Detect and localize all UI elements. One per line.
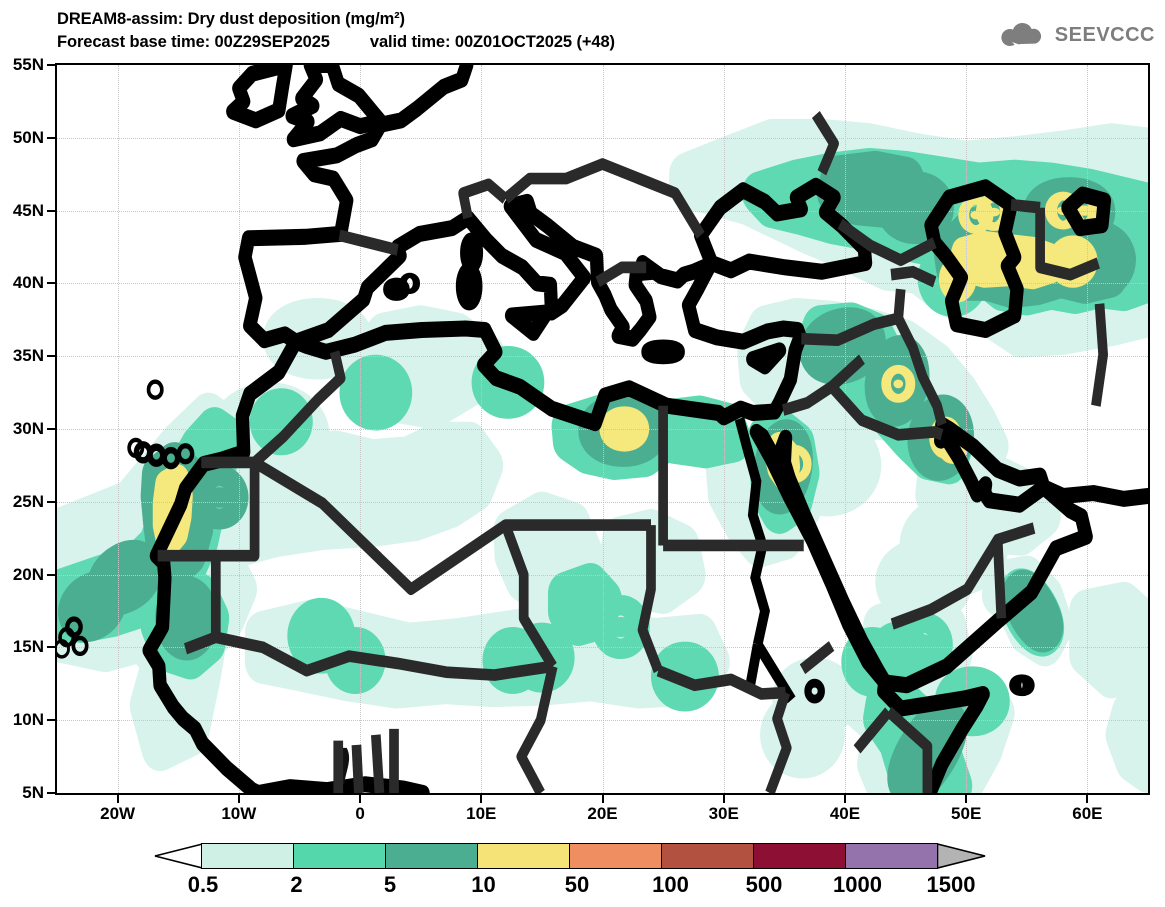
colorbar-segment-5 (569, 843, 663, 869)
lat-label-25N: 25N (12, 491, 44, 511)
lat-tick-35N (47, 355, 55, 358)
lon-label-20W: 20W (100, 804, 136, 823)
lat-label-15N: 15N (12, 637, 44, 657)
lon-label-40E: 40E (829, 804, 861, 823)
colorbar-label-0.5: 0.5 (187, 872, 219, 897)
lat-tick-50N (47, 136, 55, 139)
lon-label-10E: 10E (466, 804, 497, 823)
lat-tick-25N (47, 500, 55, 503)
lon-tick-30E (722, 795, 725, 803)
lon-tick-20W (116, 795, 119, 803)
colorbar-label-50: 50 (564, 872, 590, 897)
map-frame (55, 63, 1150, 795)
gridline-lon-20E (602, 65, 604, 793)
gridline-lon-60E (1087, 65, 1089, 793)
gridline-lon-20W (117, 65, 119, 793)
forecast-base-time-text: Forecast base time: 00Z29SEP2025 (57, 33, 330, 51)
lon-label-20E: 20E (587, 804, 618, 823)
lon-label-10W: 10W (221, 804, 257, 823)
lat-tick-5N (47, 792, 55, 794)
colorbar-segment-6 (660, 843, 755, 869)
colorbar-label-5: 5 (383, 872, 397, 897)
gridline-lon-30E (723, 65, 725, 793)
colorbar-segment-7 (752, 843, 847, 869)
lat-tick-20N (47, 573, 55, 576)
lon-tick-10E (480, 795, 483, 803)
colorbar (153, 843, 987, 869)
gridline-lon-10W (238, 65, 240, 793)
lat-tick-15N (47, 646, 55, 649)
lat-label-55N: 55N (12, 55, 44, 74)
lon-tick-50E (965, 795, 968, 803)
lat-label-40N: 40N (12, 273, 44, 293)
colorbar-segment-2 (293, 843, 387, 869)
gridline-lon-10E (481, 65, 483, 793)
lat-label-35N: 35N (12, 346, 44, 366)
colorbar-segment-1 (201, 843, 295, 869)
colorbar-below-arrow (154, 843, 203, 869)
colorbar-segment-3 (385, 843, 479, 869)
lon-tick-40E (843, 795, 846, 803)
gridline-lon-0 (360, 65, 362, 793)
lat-tick-45N (47, 209, 55, 212)
lat-label-50N: 50N (12, 127, 44, 147)
lon-tick-0 (359, 795, 362, 803)
colorbar-label-500: 500 (745, 872, 783, 897)
graticule-grid (57, 65, 1148, 793)
colorbar-above-arrow (936, 843, 985, 869)
figure-subtitle: Forecast base time: 00Z29SEP2025 valid t… (57, 31, 615, 54)
gridline-lon-40E (844, 65, 846, 793)
seevccc-logo: SEEVCCC (996, 20, 1155, 50)
lat-tick-55N (47, 64, 55, 66)
colorbar-label-100: 100 (652, 872, 689, 897)
lon-tick-20E (601, 795, 604, 803)
colorbar-label-2: 2 (290, 872, 303, 897)
lon-label-0: 0 (355, 804, 365, 823)
gridline-lon-50E (966, 65, 968, 793)
lat-label-10N: 10N (12, 710, 44, 730)
lon-tick-60E (1086, 795, 1089, 803)
figure-title: DREAM8-assim: Dry dust deposition (mg/m²… (57, 10, 405, 28)
lon-tick-10W (237, 795, 240, 803)
colorbar-segment-4 (477, 843, 571, 869)
lat-label-5N: 5N (22, 783, 44, 802)
colorbar-label-1500: 1500 (926, 872, 976, 897)
lat-tick-10N (47, 719, 55, 722)
lon-label-30E: 30E (708, 804, 739, 823)
colorbar-label-10: 10 (471, 872, 496, 897)
lat-tick-30N (47, 428, 55, 430)
cloud-arrow-icon (1001, 22, 1041, 47)
lon-label-50E: 50E (951, 804, 982, 823)
lat-label-20N: 20N (12, 564, 44, 584)
title-block: DREAM8-assim: Dry dust deposition (mg/m²… (57, 8, 615, 54)
lat-label-30N: 30N (12, 419, 44, 438)
lon-label-60E: 60E (1072, 804, 1103, 823)
lat-label-45N: 45N (12, 200, 44, 220)
valid-time-text: valid time: 00Z01OCT2025 (+48) (369, 33, 615, 51)
colorbar-label-1000: 1000 (833, 872, 882, 897)
lat-tick-40N (47, 282, 55, 285)
logo-text: SEEVCCC (1054, 23, 1155, 46)
colorbar-segment-8 (844, 843, 939, 869)
